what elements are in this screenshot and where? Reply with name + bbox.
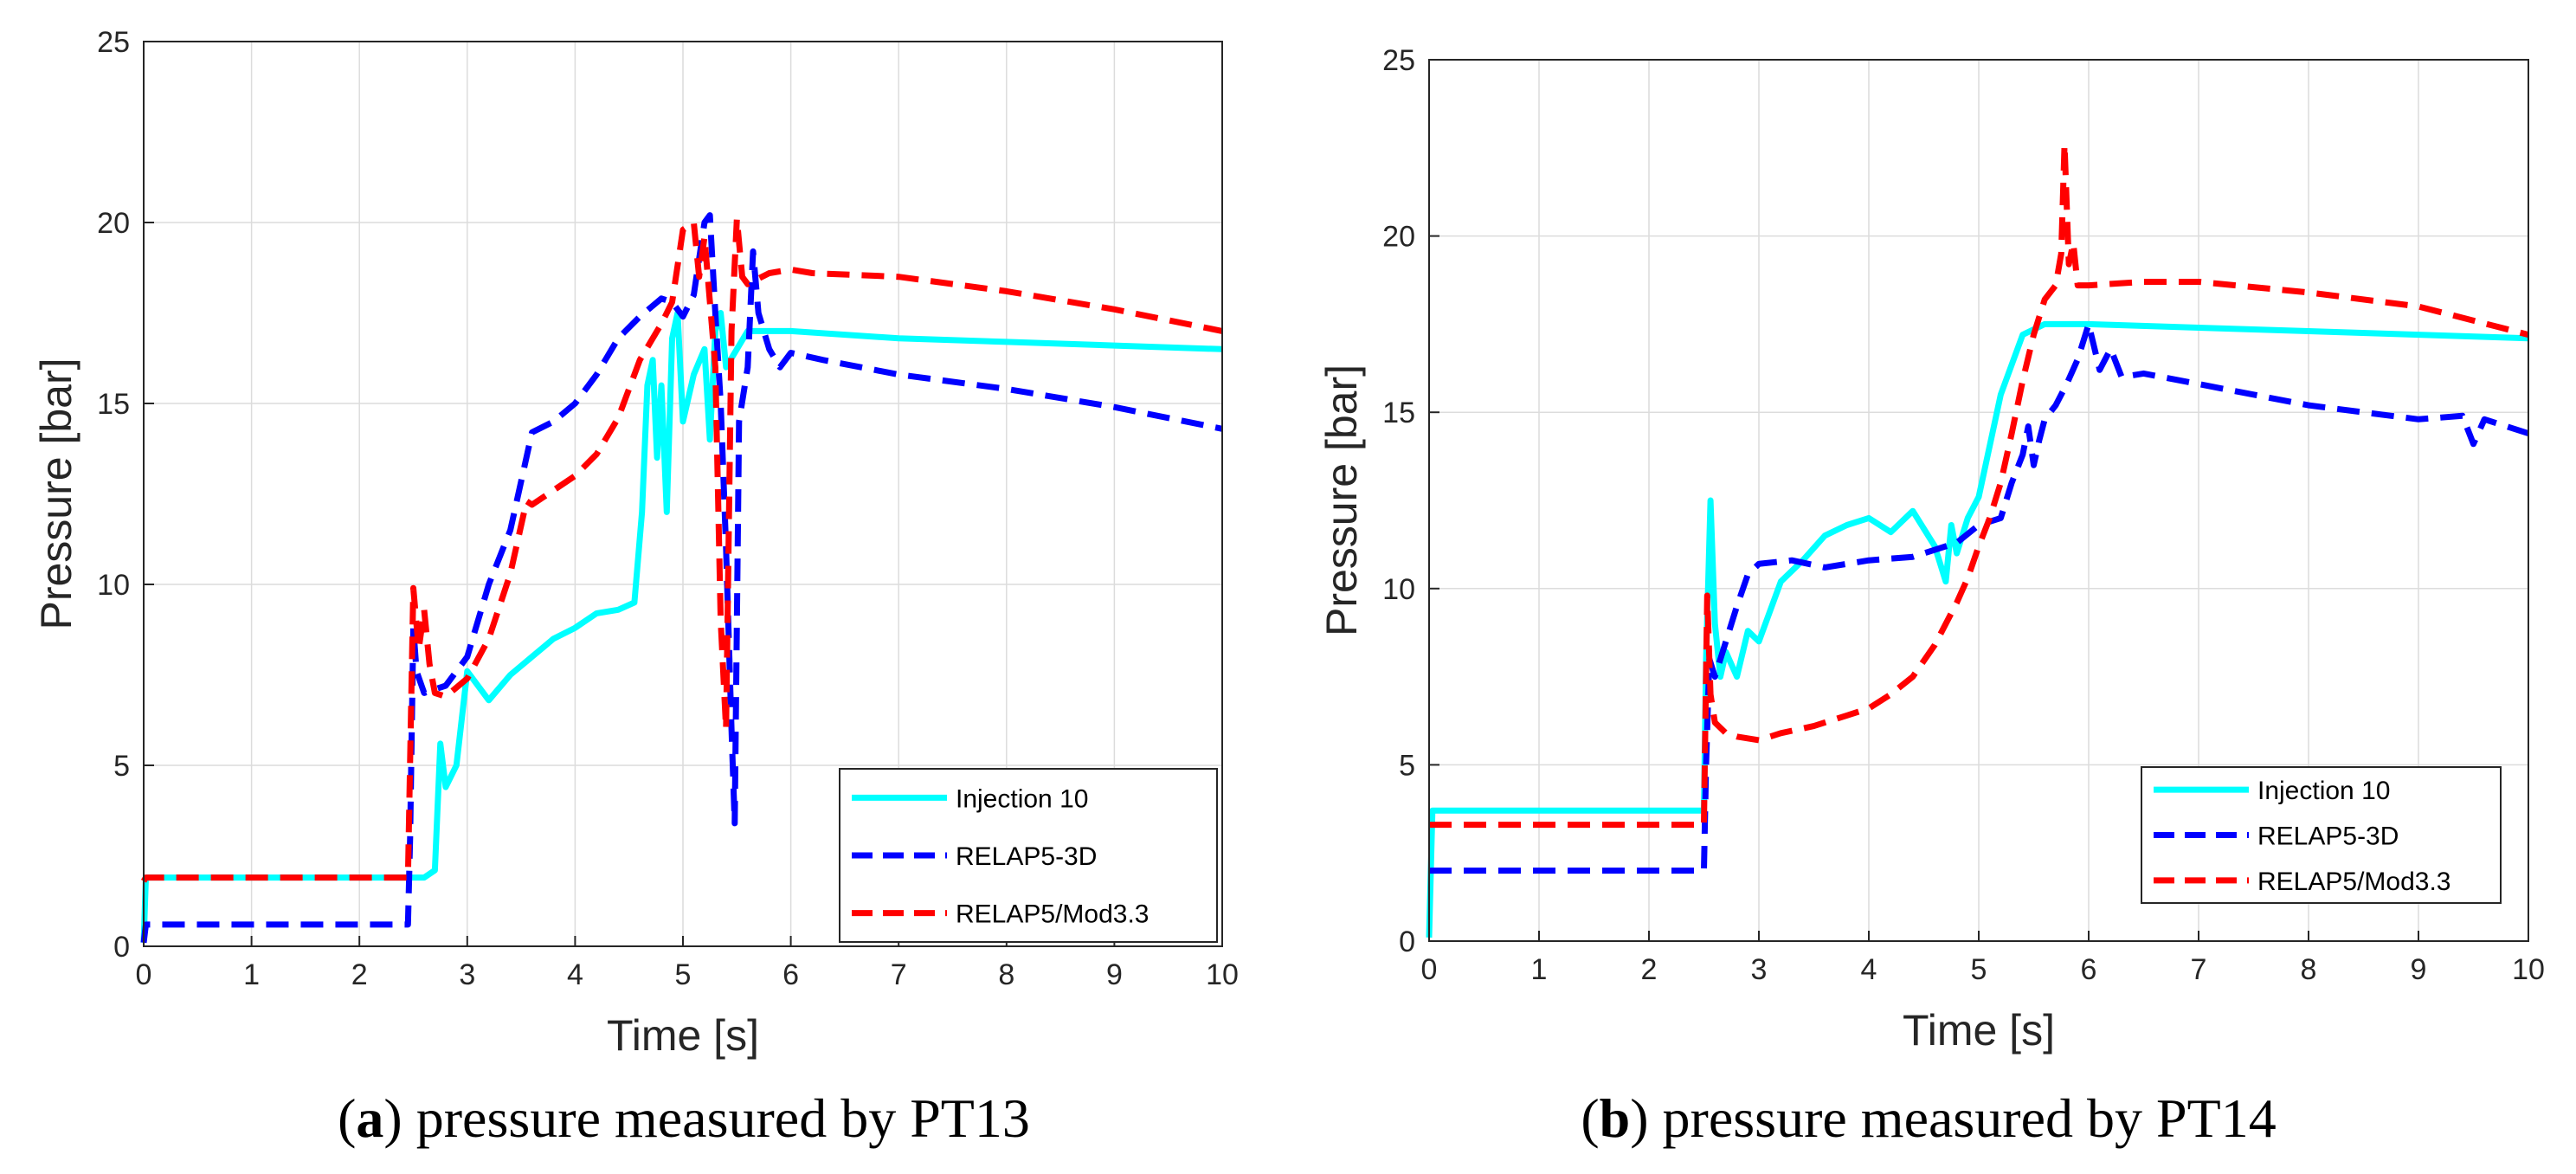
x-tick-label: 2 [1641,953,1658,986]
y-tick-label: 5 [1399,749,1415,782]
chart-panel-a: 0 1 2 3 4 5 6 7 8 9 10 0 5 10 15 20 25 Time [s] Pressure [… [32,26,1239,1060]
x-tick-label: 9 [1106,958,1123,991]
x-tick-label: 7 [891,958,907,991]
x-tick-label: 5 [1971,953,1987,986]
legend-label: Injection 10 [956,784,1088,813]
x-tick-label: 4 [567,958,583,991]
legend-label: RELAP5/Mod3.3 [956,900,1149,929]
x-tick-label: 3 [459,958,475,991]
y-axis-label: Pressure [bar] [1317,364,1366,636]
caption-a: (a) pressure measured by PT13 [338,1087,1030,1149]
x-tick-label: 10 [2512,953,2545,986]
y-tick-label: 10 [97,569,130,602]
y-axis-label: Pressure [bar] [32,358,80,629]
caption-b-letter: b [1599,1087,1631,1149]
y-tick-label: 10 [1382,573,1415,606]
y-tick-label: 20 [97,207,130,240]
x-axis-label: Time [s] [607,1011,759,1060]
y-tick-label: 0 [113,931,130,964]
x-tick-label: 0 [1421,953,1438,986]
x-tick-label: 1 [1531,953,1548,986]
x-tick-label: 8 [998,958,1014,991]
chart-panel-b: 0 1 2 3 4 5 6 7 8 9 10 0 5 10 15 20 25 Time [s] Pressure [… [1317,44,2545,1055]
series-line-injection [140,310,1223,943]
legend-label: RELAP5-3D [2257,822,2399,851]
x-axis-label: Time [s] [1903,1006,2055,1055]
x-tick-label: 0 [136,958,152,991]
legend-label: RELAP5-3D [956,842,1097,871]
x-tick-label: 8 [2301,953,2317,986]
x-tick-label: 3 [1751,953,1768,986]
x-tick-label: 10 [1206,958,1239,991]
caption-a-letter: a [356,1087,384,1149]
x-tick-label: 7 [2191,953,2207,986]
y-tick-label: 15 [97,388,130,421]
legend-label: RELAP5/Mod3.3 [2257,868,2450,896]
x-tick-label: 5 [675,958,692,991]
series-line-relap5_3d [1429,320,2530,874]
x-tick-label: 6 [2081,953,2097,986]
y-tick-label: 20 [1382,221,1415,254]
y-tick-label: 0 [1399,926,1415,958]
series-line-injection [1426,320,2529,938]
legend-label: Injection 10 [2257,777,2390,805]
series-line-relap5_mod [140,216,1223,883]
y-tick-label: 15 [1382,397,1415,429]
legend: Injection 10 RELAP5-3D RELAP5/Mod3.3 [2141,766,2502,904]
x-tick-label: 2 [351,958,368,991]
x-tick-label: 4 [1861,953,1877,986]
y-tick-label: 25 [97,26,130,59]
x-tick-label: 9 [2411,953,2427,986]
legend: Injection 10 RELAP5-3D RELAP5/Mod3.3 [839,768,1218,943]
y-tick-label: 25 [1382,44,1415,77]
x-tick-label: 1 [243,958,260,991]
series-line-relap5_mod [1429,141,2529,829]
caption-b-text: pressure measured by PT14 [1662,1087,2277,1149]
caption-b: (b) pressure measured by PT14 [1581,1087,2277,1149]
x-tick-label: 6 [782,958,799,991]
caption-a-text: pressure measured by PT13 [415,1087,1030,1149]
y-tick-label: 5 [113,750,130,783]
